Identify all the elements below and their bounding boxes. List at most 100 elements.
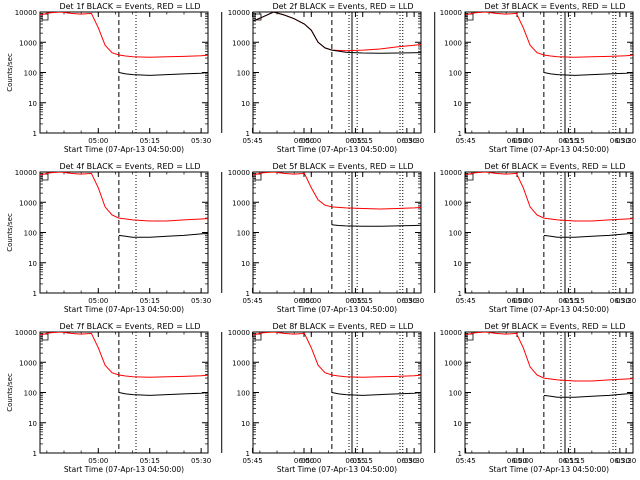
events-rate-line (543, 232, 633, 238)
x-tick-label: 05:00 (88, 137, 108, 145)
x-tick-label: 05:00 (513, 137, 533, 145)
y-tick-label: 1000 (444, 359, 462, 367)
panel-title: Det 2f BLACK = Events, RED = LLD (272, 2, 413, 11)
x-tick-label: 05:30 (404, 457, 424, 465)
lld-rate-line (40, 332, 208, 378)
events-rate-line (253, 12, 421, 54)
plot-frame (252, 171, 422, 294)
y-tick-label: 10 (241, 260, 250, 268)
y-tick-label: 10000 (15, 169, 37, 177)
x-tick-label: 06:00 (507, 137, 527, 145)
x-tick-label: 06:30 (397, 297, 417, 305)
x-tick-label: 06:15 (558, 297, 578, 305)
x-tick-label: 05:45 (455, 457, 475, 465)
x-axis-label: Start Time (07-Apr-13 04:50:00) (64, 145, 184, 154)
x-tick-label: 06:00 (294, 137, 314, 145)
x-tick-label: 06:15 (558, 137, 578, 145)
y-tick-label: 100 (449, 70, 462, 78)
y-tick-label: 1 (246, 290, 250, 298)
y-tick-label: 1000 (19, 199, 37, 207)
events-rate-line (331, 224, 421, 227)
x-tick-label: 05:00 (301, 137, 321, 145)
y-tick-label: 1 (33, 130, 37, 138)
y-tick-label: 1000 (19, 39, 37, 47)
panel-title: Det 6f BLACK = Events, RED = LLD (484, 162, 625, 171)
plot-frame (464, 11, 634, 134)
x-tick-label: 05:30 (616, 297, 636, 305)
y-tick-label: 100 (449, 230, 462, 238)
panel-det-7: Det 7f BLACK = Events, RED = LLD 1 10 100 10… (6, 322, 417, 474)
events-rate-line (118, 232, 208, 238)
x-tick-label: 06:30 (397, 137, 417, 145)
lld-rate-line (465, 332, 633, 382)
x-tick-label: 06:15 (345, 297, 365, 305)
x-tick-label: 06:15 (345, 457, 365, 465)
panel-det-5: Det 5f BLACK = Events, RED = LLD11010010… (228, 162, 630, 314)
y-tick-label: 1 (246, 450, 250, 458)
x-tick-label: 05:15 (565, 137, 585, 145)
y-tick-label: 1000 (232, 359, 250, 367)
lld-rate-line (253, 172, 421, 210)
y-tick-label: 10000 (15, 9, 37, 17)
x-tick-label: 06:00 (507, 457, 527, 465)
x-tick-label: 05:30 (191, 297, 211, 305)
panel-title: Det 9f BLACK = Events, RED = LLD (484, 322, 625, 331)
y-axis-label: Counts/sec (6, 373, 14, 412)
x-tick-label: 05:45 (242, 137, 262, 145)
y-tick-label: 100 (24, 390, 37, 398)
x-axis-label: Start Time (07-Apr-13 04:50:00) (489, 145, 609, 154)
events-rate-line (331, 391, 421, 396)
lld-rate-line (40, 12, 208, 58)
y-tick-label: 100 (237, 230, 250, 238)
panel-det-6: Det 6f BLACK = Events, RED = LLD 1 10 100 10… (440, 162, 637, 314)
y-tick-label: 1 (458, 290, 462, 298)
y-tick-label: 10000 (228, 329, 250, 337)
x-tick-label: 05:15 (353, 297, 373, 305)
x-tick-label: 05:15 (565, 297, 585, 305)
y-tick-label: 1000 (19, 359, 37, 367)
y-tick-label: 10000 (15, 329, 37, 337)
plot-frame (252, 331, 422, 454)
x-tick-label: 05:30 (404, 137, 424, 145)
panel-title: Det 7f BLACK = Events, RED = LLD (59, 322, 200, 331)
x-axis-label: Start Time (07-Apr-13 04:50:00) (277, 145, 397, 154)
plot-frame (39, 171, 209, 294)
y-tick-label: 10 (453, 420, 462, 428)
panel-det-1: Det 1f BLACK = Events, RED = LLD11010010… (6, 2, 417, 154)
y-tick-label: 10 (28, 260, 37, 268)
y-tick-label: 10 (28, 420, 37, 428)
lld-rate-line (465, 172, 633, 222)
x-tick-label: 05:15 (140, 297, 160, 305)
y-axis-label: Counts/sec (6, 213, 14, 252)
x-tick-label: 05:30 (191, 457, 211, 465)
y-tick-label: 10 (241, 420, 250, 428)
panel-title: Det 5f BLACK = Events, RED = LLD (272, 162, 413, 171)
y-tick-label: 1000 (444, 199, 462, 207)
panel-det-3: Det 3f BLACK = Events, RED = LLD 1 10 100 10… (440, 2, 637, 154)
y-tick-label: 1000 (232, 39, 250, 47)
x-tick-label: 05:00 (301, 457, 321, 465)
panel-det-9: Det 9f BLACK = Events, RED = LLD 1 10 100 10… (440, 322, 637, 474)
x-tick-label: 05:45 (455, 297, 475, 305)
x-tick-label: 05:00 (513, 297, 533, 305)
x-tick-label: 05:15 (140, 457, 160, 465)
y-tick-label: 10 (453, 260, 462, 268)
y-tick-label: 100 (237, 390, 250, 398)
y-tick-label: 1000 (444, 39, 462, 47)
x-tick-label: 06:00 (294, 297, 314, 305)
x-axis-label: Start Time (07-Apr-13 04:50:00) (277, 305, 397, 314)
y-tick-label: 10000 (440, 329, 462, 337)
events-rate-line (118, 71, 208, 76)
y-tick-label: 1 (246, 130, 250, 138)
events-rate-line (543, 71, 633, 76)
lld-rate-line (40, 172, 208, 222)
x-tick-label: 05:00 (513, 457, 533, 465)
corner-mark (254, 13, 262, 21)
plot-frame (464, 171, 634, 294)
lld-rate-line (253, 332, 421, 378)
plot-frame (252, 11, 422, 134)
x-tick-label: 05:15 (140, 137, 160, 145)
x-tick-label: 05:30 (404, 297, 424, 305)
x-tick-label: 05:45 (242, 457, 262, 465)
